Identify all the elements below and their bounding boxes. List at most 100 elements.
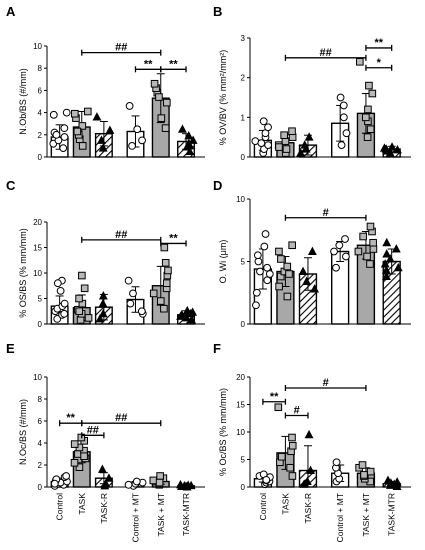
data-point <box>393 262 403 272</box>
data-point <box>104 473 114 482</box>
data-point <box>332 458 341 467</box>
data-point <box>274 403 283 412</box>
panel-d: D 0 5 10 O. Wi (μm) # <box>213 178 411 329</box>
data-point <box>84 314 93 322</box>
data-point <box>156 297 165 305</box>
data-point <box>155 478 164 487</box>
data-point <box>277 255 285 263</box>
y-tick-label: 3 <box>241 34 246 43</box>
data-point <box>354 247 363 256</box>
data-point <box>363 252 371 261</box>
y-axis-label: O. Wi (μm) <box>218 240 228 284</box>
data-point <box>335 241 344 250</box>
y-tick-label: 6 <box>38 417 43 426</box>
y-tick-label: 2 <box>38 461 43 470</box>
data-point <box>341 235 349 243</box>
panel-letter: A <box>6 4 16 19</box>
data-point <box>366 260 374 268</box>
data-point <box>310 284 319 293</box>
significance-label: ** <box>66 412 75 424</box>
data-point <box>60 124 69 133</box>
x-category-label: Control + MT <box>130 493 140 542</box>
data-point <box>76 316 85 324</box>
data-point <box>95 314 105 323</box>
significance-label: ## <box>115 412 127 424</box>
x-category-label: TASK-R <box>303 493 313 524</box>
data-point <box>393 144 402 154</box>
data-point <box>288 441 297 450</box>
data-point <box>98 308 108 318</box>
data-point <box>75 463 84 471</box>
data-point <box>264 141 273 150</box>
y-tick-label: 20 <box>33 218 42 227</box>
data-point <box>176 479 185 489</box>
y-tick-label: 4 <box>38 439 43 448</box>
panel-f: F 0 5 10 15 20 % Oc/BS (% mm/mm) ** # # Control TAS… <box>213 341 411 542</box>
data-point <box>163 98 171 107</box>
data-point <box>382 237 392 247</box>
data-point <box>162 279 171 287</box>
significance-label: * <box>377 57 382 69</box>
panel-letter: E <box>6 341 15 356</box>
data-point <box>161 124 170 132</box>
data-point <box>157 114 166 122</box>
data-point <box>164 266 172 275</box>
data-point <box>259 117 268 126</box>
data-point <box>288 472 297 480</box>
data-point <box>306 465 316 474</box>
y-axis-label: % Oc/BS (% mm/mm) <box>218 388 228 476</box>
data-point <box>156 472 164 480</box>
data-point <box>56 286 65 295</box>
significance-label: ## <box>320 47 332 59</box>
y-tick-label: 10 <box>33 269 42 278</box>
data-point <box>126 299 135 308</box>
y-tick-label: 4 <box>38 109 43 118</box>
y-tick-label: 0 <box>241 153 246 162</box>
y-tick-label: 20 <box>236 373 245 382</box>
data-point <box>50 479 59 488</box>
data-point <box>366 125 375 134</box>
data-point <box>275 143 283 151</box>
y-axis-label: N.Oc/BS (#/mm) <box>18 399 28 465</box>
data-point <box>282 145 291 153</box>
significance-label: # <box>323 377 329 389</box>
data-point <box>60 309 69 318</box>
x-category-label: TASK <box>280 493 290 515</box>
y-tick-label: 10 <box>33 42 42 51</box>
y-tick-label: 8 <box>38 395 43 404</box>
data-point <box>387 142 397 151</box>
data-point <box>253 251 262 260</box>
data-point <box>60 299 69 308</box>
data-point <box>160 243 169 252</box>
data-point <box>125 102 134 110</box>
panel-c: C 0 5 10 15 20 % OS/BS (% mm/mm) ## ** <box>6 178 205 329</box>
data-point <box>128 142 136 150</box>
data-point <box>73 127 82 136</box>
data-point <box>133 125 142 134</box>
panel-letter: C <box>6 178 16 193</box>
y-tick-label: 0 <box>38 483 43 492</box>
significance-label: ## <box>87 424 99 436</box>
significance-label: ## <box>115 42 127 54</box>
data-point <box>97 464 107 473</box>
data-point <box>124 276 133 285</box>
data-point <box>359 232 367 241</box>
y-tick-label: 0 <box>241 320 246 329</box>
data-point <box>160 304 168 313</box>
data-point <box>149 476 158 485</box>
x-category-label: Control + MT <box>335 493 345 542</box>
data-point <box>252 301 260 310</box>
data-point <box>336 93 345 102</box>
data-point <box>98 143 108 152</box>
data-point <box>62 472 71 480</box>
significance-label: ## <box>115 229 127 241</box>
data-point <box>275 282 283 291</box>
data-point <box>98 291 108 300</box>
data-point <box>78 271 86 280</box>
data-point <box>74 450 82 458</box>
y-tick-label: 2 <box>38 131 43 140</box>
significance-label: # <box>323 207 329 219</box>
y-tick-label: 0 <box>241 483 246 492</box>
data-point <box>132 477 141 486</box>
data-point <box>392 477 402 486</box>
